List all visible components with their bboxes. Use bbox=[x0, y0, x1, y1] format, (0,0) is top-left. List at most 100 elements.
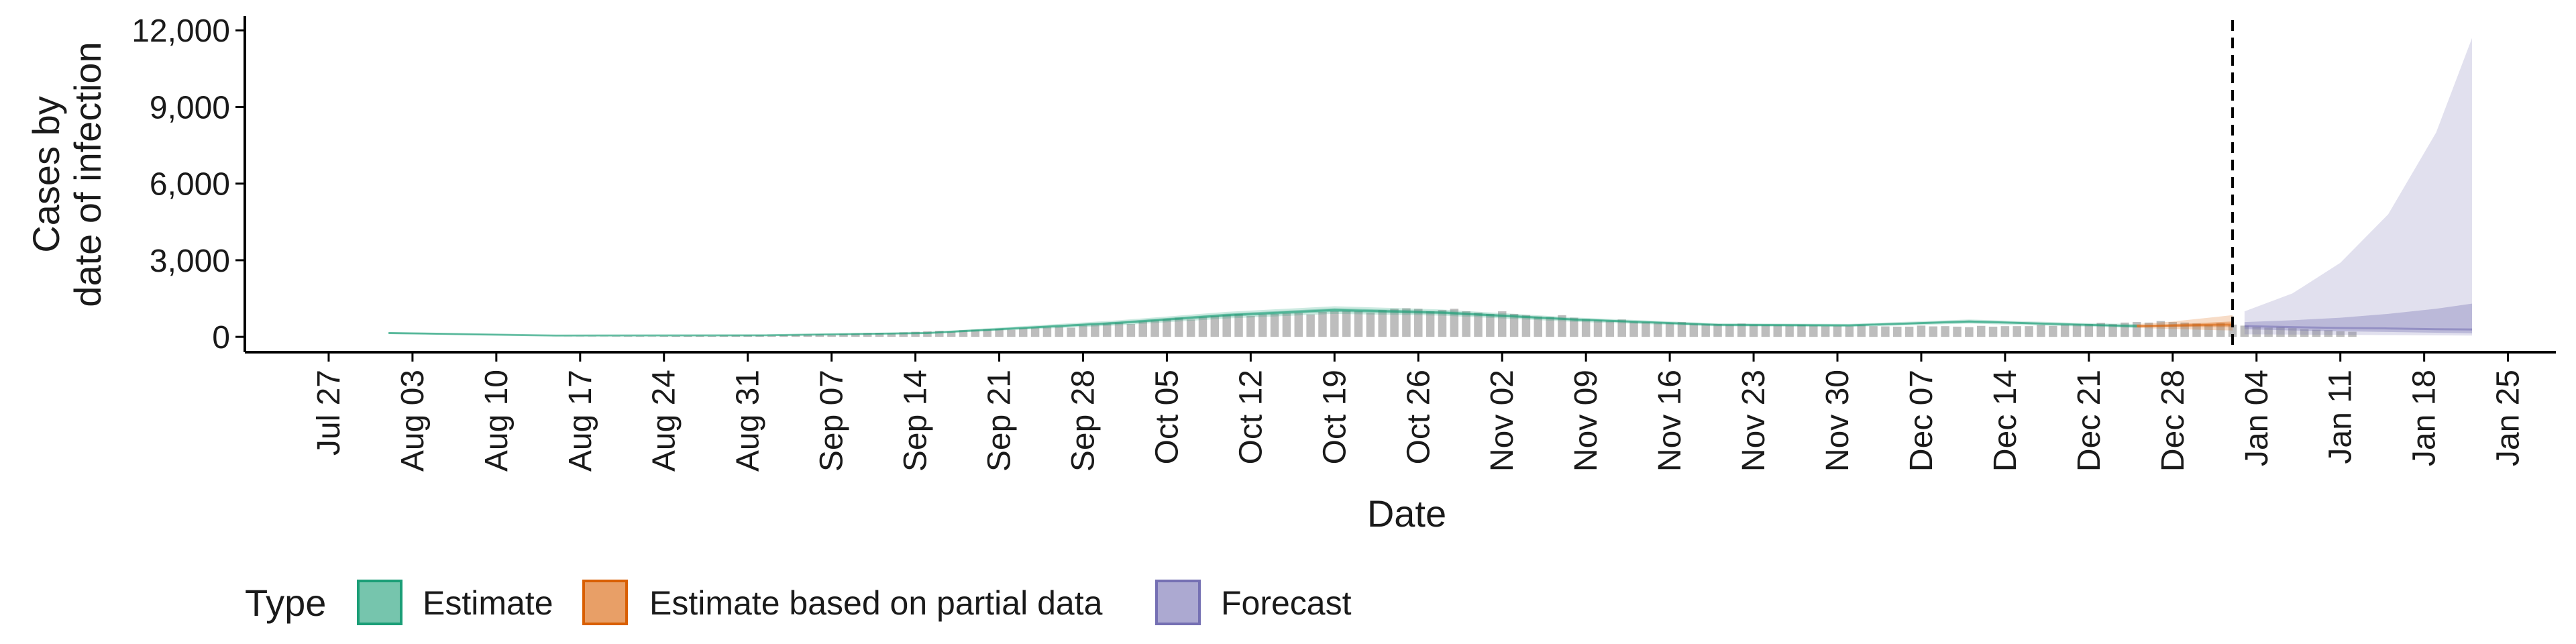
observed-bar bbox=[2216, 323, 2225, 337]
observed-bar bbox=[1642, 322, 1650, 337]
observed-bar bbox=[1175, 317, 1183, 337]
observed-bar bbox=[1426, 311, 1435, 337]
x-tick-label: Nov 30 bbox=[1820, 370, 1856, 472]
observed-bar bbox=[1904, 326, 1914, 337]
observed-bar bbox=[2300, 329, 2309, 337]
x-tick-label: Aug 17 bbox=[563, 370, 598, 472]
observed-bar bbox=[1761, 325, 1770, 337]
observed-bar bbox=[2276, 327, 2285, 337]
x-tick-label: Aug 24 bbox=[647, 370, 682, 472]
observed-bar bbox=[2049, 325, 2057, 337]
observed-bar bbox=[983, 329, 991, 337]
observed-bar bbox=[2108, 324, 2117, 337]
y-axis-title-line-2: date of infection bbox=[66, 42, 109, 307]
partial-median-line bbox=[2137, 323, 2233, 327]
observed-bar bbox=[1857, 325, 1866, 337]
observed-bar bbox=[1067, 327, 1075, 337]
observed-bar bbox=[1629, 321, 1638, 337]
observed-bar bbox=[1558, 315, 1566, 337]
x-tick-label: Jul 27 bbox=[311, 370, 347, 455]
observed-bar bbox=[1282, 313, 1291, 337]
observed-bar bbox=[1378, 310, 1387, 337]
observed-bar bbox=[1941, 326, 1949, 337]
observed-bar bbox=[1809, 325, 1818, 337]
legend-item-partial: Estimate based on partial data bbox=[582, 580, 1103, 625]
observed-bar bbox=[1138, 321, 1147, 337]
observed-bar bbox=[1330, 311, 1339, 337]
observed-bar bbox=[635, 336, 645, 337]
observed-bar bbox=[1976, 325, 1986, 337]
x-tick-label: Dec 28 bbox=[2155, 370, 2191, 472]
observed-bar bbox=[959, 330, 968, 337]
observed-bar bbox=[1617, 319, 1626, 337]
legend: Type Estimate Estimate based on partial … bbox=[245, 580, 1352, 625]
observed-bar bbox=[1929, 326, 1938, 337]
forecast-median-line bbox=[2244, 325, 2473, 331]
observed-bar bbox=[659, 336, 668, 337]
y-tick-label: 6,000 bbox=[150, 167, 230, 203]
observed-bar bbox=[971, 329, 980, 337]
legend-title: Type bbox=[245, 582, 326, 624]
x-tick-label: Jan 18 bbox=[2407, 370, 2443, 466]
observed-bar bbox=[2084, 324, 2094, 337]
observed-bar bbox=[1881, 326, 1890, 337]
observed-bar bbox=[1007, 329, 1016, 337]
x-tick-label: Nov 02 bbox=[1485, 370, 1520, 472]
observed-bar bbox=[995, 328, 1004, 337]
observed-bar bbox=[1593, 320, 1603, 337]
observed-bar bbox=[1246, 315, 1255, 337]
observed-bar bbox=[1654, 322, 1662, 337]
observed-bar bbox=[1258, 314, 1267, 337]
x-tick-label: Jan 11 bbox=[2323, 370, 2359, 464]
observed-bar bbox=[815, 334, 824, 337]
observed-bar bbox=[1126, 324, 1136, 337]
observed-bar bbox=[2072, 324, 2082, 337]
observed-bar bbox=[839, 333, 848, 337]
observed-bar bbox=[1402, 308, 1411, 337]
observed-bar bbox=[1497, 311, 1507, 337]
observed-bar bbox=[1450, 309, 1459, 337]
x-tick-label: Sep 28 bbox=[1065, 370, 1101, 472]
observed-bar bbox=[672, 336, 680, 337]
x-axis-title: Date bbox=[1367, 492, 1446, 535]
observed-bar bbox=[2312, 329, 2321, 337]
x-tick-label: Sep 14 bbox=[898, 370, 934, 472]
x-tick-label: Aug 31 bbox=[731, 370, 766, 472]
observed-bar bbox=[1953, 326, 1962, 337]
observed-bar bbox=[2228, 324, 2237, 337]
forecast-band-50 bbox=[2244, 303, 2473, 333]
legend-key-forecast bbox=[1155, 580, 1201, 625]
observed-bar bbox=[1042, 327, 1052, 337]
legend-label-forecast: Forecast bbox=[1221, 584, 1352, 622]
observed-bar bbox=[1030, 327, 1040, 337]
observed-bar bbox=[1797, 324, 1806, 337]
observed-bar bbox=[1414, 309, 1423, 337]
observed-bar bbox=[2192, 323, 2201, 337]
observed-bar bbox=[1988, 326, 1998, 337]
estimate-median-line bbox=[388, 309, 2137, 337]
observed-bar bbox=[1701, 324, 1710, 337]
observed-bar bbox=[2204, 324, 2213, 337]
observed-bar bbox=[1509, 313, 1519, 337]
observed-bar bbox=[623, 336, 633, 337]
y-axis-title-line-1: Cases by bbox=[25, 96, 67, 252]
observed-bar bbox=[1546, 317, 1554, 337]
x-tick-label: Oct 12 bbox=[1233, 370, 1269, 464]
observed-bar bbox=[1725, 324, 1734, 337]
observed-bar bbox=[1198, 317, 1208, 337]
observed-bar bbox=[1665, 323, 1674, 337]
observed-bar bbox=[1079, 325, 1087, 337]
observed-bar bbox=[911, 331, 920, 337]
observed-bar bbox=[1570, 317, 1578, 337]
y-tick-label: 9,000 bbox=[150, 90, 230, 125]
observed-bar bbox=[1749, 324, 1758, 337]
observed-bar bbox=[1102, 323, 1112, 337]
observed-bar bbox=[1294, 313, 1303, 337]
observed-bar bbox=[1581, 319, 1591, 337]
y-tick-label: 0 bbox=[212, 320, 230, 356]
observed-bar bbox=[1114, 322, 1124, 337]
legend-label-partial: Estimate based on partial data bbox=[649, 584, 1103, 622]
observed-bar bbox=[2060, 324, 2070, 337]
axes: Cases by date of infection Date 0 3,000 6,… bbox=[25, 13, 2556, 535]
observed-bar bbox=[887, 333, 896, 337]
